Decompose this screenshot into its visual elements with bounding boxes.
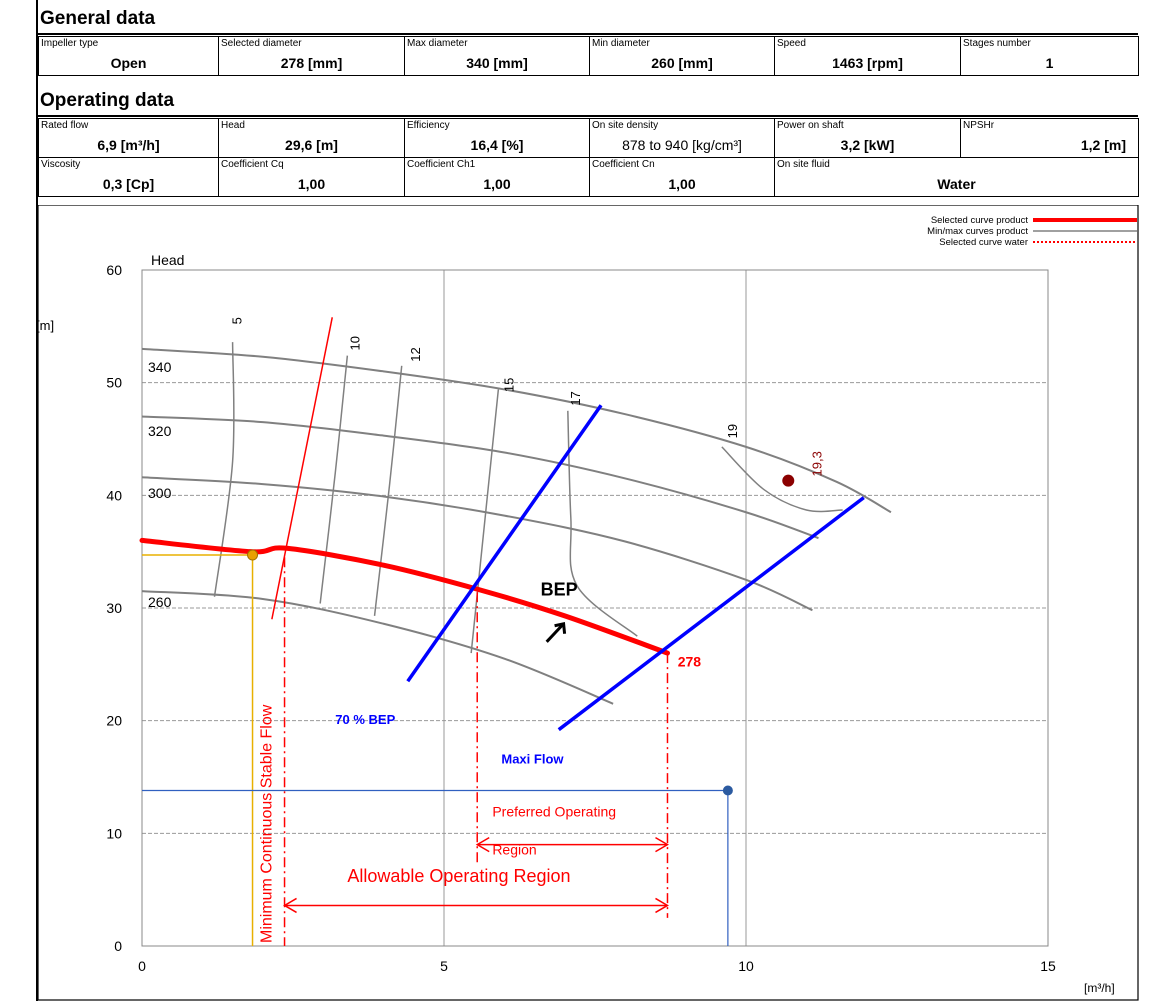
efficiency-label: 17 xyxy=(568,391,583,405)
max-diameter-cell: Max diameter 340 [mm] xyxy=(404,36,590,76)
selected-diameter-label: 278 xyxy=(678,654,702,670)
efficiency-label: 10 xyxy=(347,336,362,350)
selected-diameter-cell: Selected diameter 278 [mm] xyxy=(218,36,405,76)
operating-data-title: Operating data xyxy=(40,90,175,111)
general-data-title: General data xyxy=(40,8,156,29)
chart-frame xyxy=(37,205,1139,1001)
y-tick-label: 60 xyxy=(106,262,122,278)
efficiency-label: 12 xyxy=(408,347,423,361)
bep-arrow xyxy=(545,622,565,643)
diameter-curve-320 xyxy=(141,415,819,540)
y-tick-label: 20 xyxy=(106,713,122,729)
efficiency-label: 19 xyxy=(725,424,740,438)
diameter-curve-300 xyxy=(141,476,813,612)
speed-cell: Speed 1463 [rpm] xyxy=(774,36,961,76)
x-axis-unit: [m³/h] xyxy=(1084,981,1115,995)
efficiency-curve xyxy=(319,355,349,604)
mcsf-line xyxy=(271,317,333,620)
x-tick-label: 5 xyxy=(440,958,448,974)
coefficient-ch1-cell: Coefficient Ch1 1,00 xyxy=(404,157,590,197)
bep-label: BEP xyxy=(541,580,578,600)
efficiency-curve xyxy=(373,365,403,616)
allowable-region-arrow-head-right xyxy=(655,897,669,914)
stages-number-cell: Stages number 1 xyxy=(960,36,1139,76)
efficiency-curve-19 xyxy=(721,446,843,513)
diameter-label: 300 xyxy=(148,485,172,501)
general-data-table: Impeller type Open Selected diameter 278 [… xyxy=(38,36,1139,76)
pump-curve-chart: 0 10 20 30 40 50 60 0 5 10 15 Head [m] [m³/h] Selected… xyxy=(36,205,1139,1001)
on-site-fluid-cell: On site fluid Water xyxy=(774,157,1139,197)
impeller-type-cell: Impeller type Open xyxy=(38,36,219,76)
left-border xyxy=(36,0,38,1001)
npshr-cell: NPSHr 1,2 [m] xyxy=(960,118,1139,158)
divider xyxy=(38,33,1138,35)
diameter-label: 260 xyxy=(148,594,172,610)
best-efficiency-point xyxy=(782,474,795,487)
diameter-label: 340 xyxy=(148,359,172,375)
y-axis-unit: [m] xyxy=(36,318,54,333)
efficiency-label: 19,3 xyxy=(810,451,825,476)
x-tick-label: 0 xyxy=(138,958,146,974)
efficiency-label: 15 xyxy=(501,378,516,392)
maxflow-line xyxy=(557,496,865,732)
efficiency-cell: Efficiency 16,4 [%] xyxy=(404,118,590,158)
plot-area xyxy=(141,269,1049,947)
allowable-region-arrow-head-left xyxy=(283,897,297,914)
operating-data-table: Rated flow 6,9 [m³/h] Head 29,6 [m] Effici… xyxy=(38,118,1139,197)
coefficient-cq-cell: Coefficient Cq 1,00 xyxy=(218,157,405,197)
y-tick-label: 0 xyxy=(114,938,122,954)
diameter-curve-340 xyxy=(141,347,892,514)
y-tick-label: 10 xyxy=(106,825,122,841)
x-tick-label: 10 xyxy=(738,958,754,974)
bep70-label: 70 % BEP xyxy=(335,712,395,727)
viscosity-cell: Viscosity 0,3 [Cp] xyxy=(38,157,219,197)
bep70-line xyxy=(406,404,603,683)
preferred-region-arrow-head-left xyxy=(475,836,490,853)
diameter-label: 320 xyxy=(148,423,172,439)
mcsf-point xyxy=(247,549,259,561)
divider xyxy=(38,115,1138,117)
legend-label: Min/max curves product xyxy=(927,226,1028,237)
diameter-curve-260 xyxy=(141,590,614,705)
legend-label: Selected curve water xyxy=(939,237,1028,248)
preferred-region-label-2: Region xyxy=(492,842,536,858)
preferred-region-label: Preferred Operating xyxy=(492,803,616,819)
density-cell: On site density 878 to 940 [kg/cm³] xyxy=(589,118,775,158)
preferred-region-arrow-head-right xyxy=(655,836,669,853)
efficiency-label: 5 xyxy=(230,317,245,324)
legend-label: Selected curve product xyxy=(931,215,1029,226)
x-tick-label: 15 xyxy=(1040,958,1056,974)
head-cell: Head 29,6 [m] xyxy=(218,118,405,158)
rated-flow-cell: Rated flow 6,9 [m³/h] xyxy=(38,118,219,158)
coefficient-cn-cell: Coefficient Cn 1,00 xyxy=(589,157,775,197)
y-tick-label: 50 xyxy=(106,375,122,391)
efficiency-curve xyxy=(567,410,638,637)
y-axis-title: Head xyxy=(151,252,184,268)
duty-point xyxy=(722,785,733,796)
efficiency-curve xyxy=(470,389,500,654)
y-tick-label: 40 xyxy=(106,487,122,503)
maxflow-label: Maxi Flow xyxy=(501,751,564,766)
efficiency-curve xyxy=(213,342,235,597)
min-diameter-cell: Min diameter 260 [mm] xyxy=(589,36,775,76)
allowable-region-label: Allowable Operating Region xyxy=(347,866,570,886)
bep-arrow-head xyxy=(554,621,567,634)
y-tick-label: 30 xyxy=(106,600,122,616)
mcsf-label: Minimum Continuous Stable Flow xyxy=(258,704,275,943)
power-cell: Power on shaft 3,2 [kW] xyxy=(774,118,961,158)
